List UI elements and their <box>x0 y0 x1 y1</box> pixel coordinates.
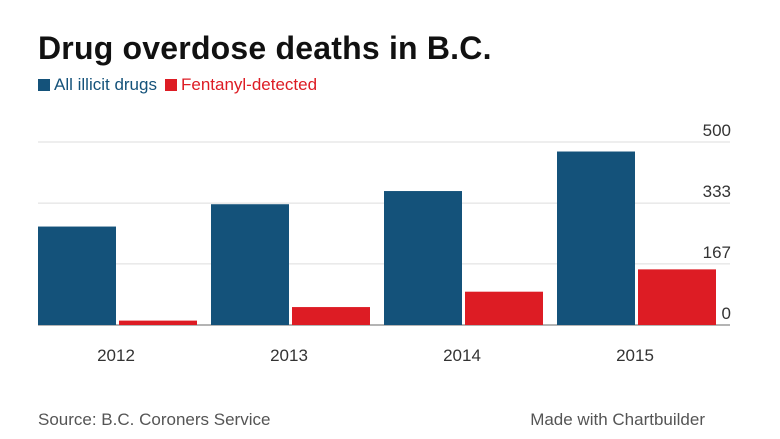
legend-item-all-illicit-drugs: All illicit drugs <box>38 75 157 95</box>
chart-title: Drug overdose deaths in B.C. <box>38 30 492 66</box>
bar-fentanyl-detected-2013 <box>292 307 370 325</box>
y-tick-label: 0 <box>722 304 731 323</box>
credit-note: Made with Chartbuilder <box>530 410 705 429</box>
legend-label-fentanyl-detected: Fentanyl-detected <box>180 75 318 94</box>
source-note: Source: B.C. Coroners Service <box>38 410 271 429</box>
x-tick-label: 2013 <box>270 346 308 365</box>
y-tick-label: 167 <box>703 243 731 262</box>
x-tick-label: 2014 <box>443 346 481 365</box>
bar-fentanyl-detected-2014 <box>465 291 543 325</box>
legend-swatch-fentanyl-detected <box>164 79 177 91</box>
bar-all-illicit-drugs-2012 <box>38 226 116 325</box>
bar-fentanyl-detected-2015 <box>638 269 716 325</box>
y-tick-label: 500 <box>703 121 731 140</box>
legend-label-all-illicit-drugs: All illicit drugs <box>54 75 157 94</box>
bar-fentanyl-detected-2012 <box>119 320 197 325</box>
legend: All illicit drugs Fentanyl-detected <box>38 75 325 95</box>
y-tick-label: 333 <box>703 182 731 201</box>
legend-swatch-all-illicit-drugs <box>38 79 50 91</box>
legend-item-fentanyl-detected: Fentanyl-detected <box>164 75 318 95</box>
bar-all-illicit-drugs-2013 <box>211 204 289 325</box>
x-tick-label: 2012 <box>97 346 135 365</box>
bar-all-illicit-drugs-2015 <box>557 151 635 325</box>
x-tick-label: 2015 <box>616 346 654 365</box>
bar-all-illicit-drugs-2014 <box>384 191 462 325</box>
